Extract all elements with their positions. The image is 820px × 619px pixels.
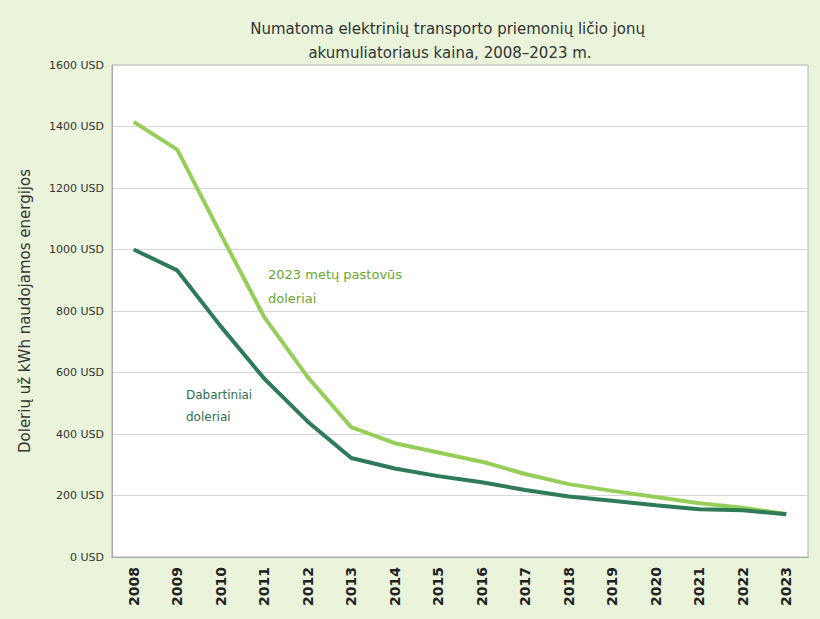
- svg-text:2011: 2011: [256, 567, 272, 606]
- svg-text:600 USD: 600 USD: [56, 366, 104, 379]
- svg-text:2017: 2017: [517, 567, 533, 606]
- svg-text:2013: 2013: [343, 567, 359, 606]
- svg-text:1200 USD: 1200 USD: [49, 182, 104, 195]
- svg-text:2012: 2012: [300, 567, 316, 606]
- svg-text:Dolerių už kWh naudojamos ener: Dolerių už kWh naudojamos energijos: [16, 169, 34, 453]
- svg-text:2010: 2010: [213, 567, 229, 606]
- svg-text:Dabartiniai: Dabartiniai: [186, 388, 252, 402]
- svg-text:doleriai: doleriai: [268, 291, 316, 306]
- svg-text:1400 USD: 1400 USD: [49, 120, 104, 133]
- svg-text:200 USD: 200 USD: [56, 489, 104, 502]
- svg-text:2014: 2014: [387, 567, 403, 606]
- svg-text:2015: 2015: [430, 567, 446, 606]
- svg-text:2019: 2019: [604, 567, 620, 606]
- svg-text:2018: 2018: [561, 567, 577, 606]
- svg-text:2021: 2021: [691, 567, 707, 606]
- svg-text:400 USD: 400 USD: [56, 428, 104, 441]
- svg-text:2009: 2009: [169, 567, 185, 606]
- svg-text:Numatoma elektrinių transporto: Numatoma elektrinių transporto priemonių…: [250, 20, 650, 38]
- svg-text:doleriai: doleriai: [186, 410, 231, 424]
- svg-text:akumuliatoriaus kaina, 2008–20: akumuliatoriaus kaina, 2008–2023 m.: [308, 44, 591, 62]
- svg-text:0 USD: 0 USD: [70, 551, 104, 564]
- svg-text:800 USD: 800 USD: [56, 305, 104, 318]
- svg-text:2023: 2023: [778, 567, 794, 606]
- svg-text:2022: 2022: [735, 567, 751, 606]
- svg-text:2008: 2008: [126, 567, 142, 606]
- svg-text:2023 metų pastovūs: 2023 metų pastovūs: [268, 267, 402, 282]
- svg-text:1600 USD: 1600 USD: [49, 59, 104, 72]
- svg-text:2020: 2020: [648, 567, 664, 606]
- svg-text:2016: 2016: [474, 567, 490, 606]
- svg-text:1000 USD: 1000 USD: [49, 243, 104, 256]
